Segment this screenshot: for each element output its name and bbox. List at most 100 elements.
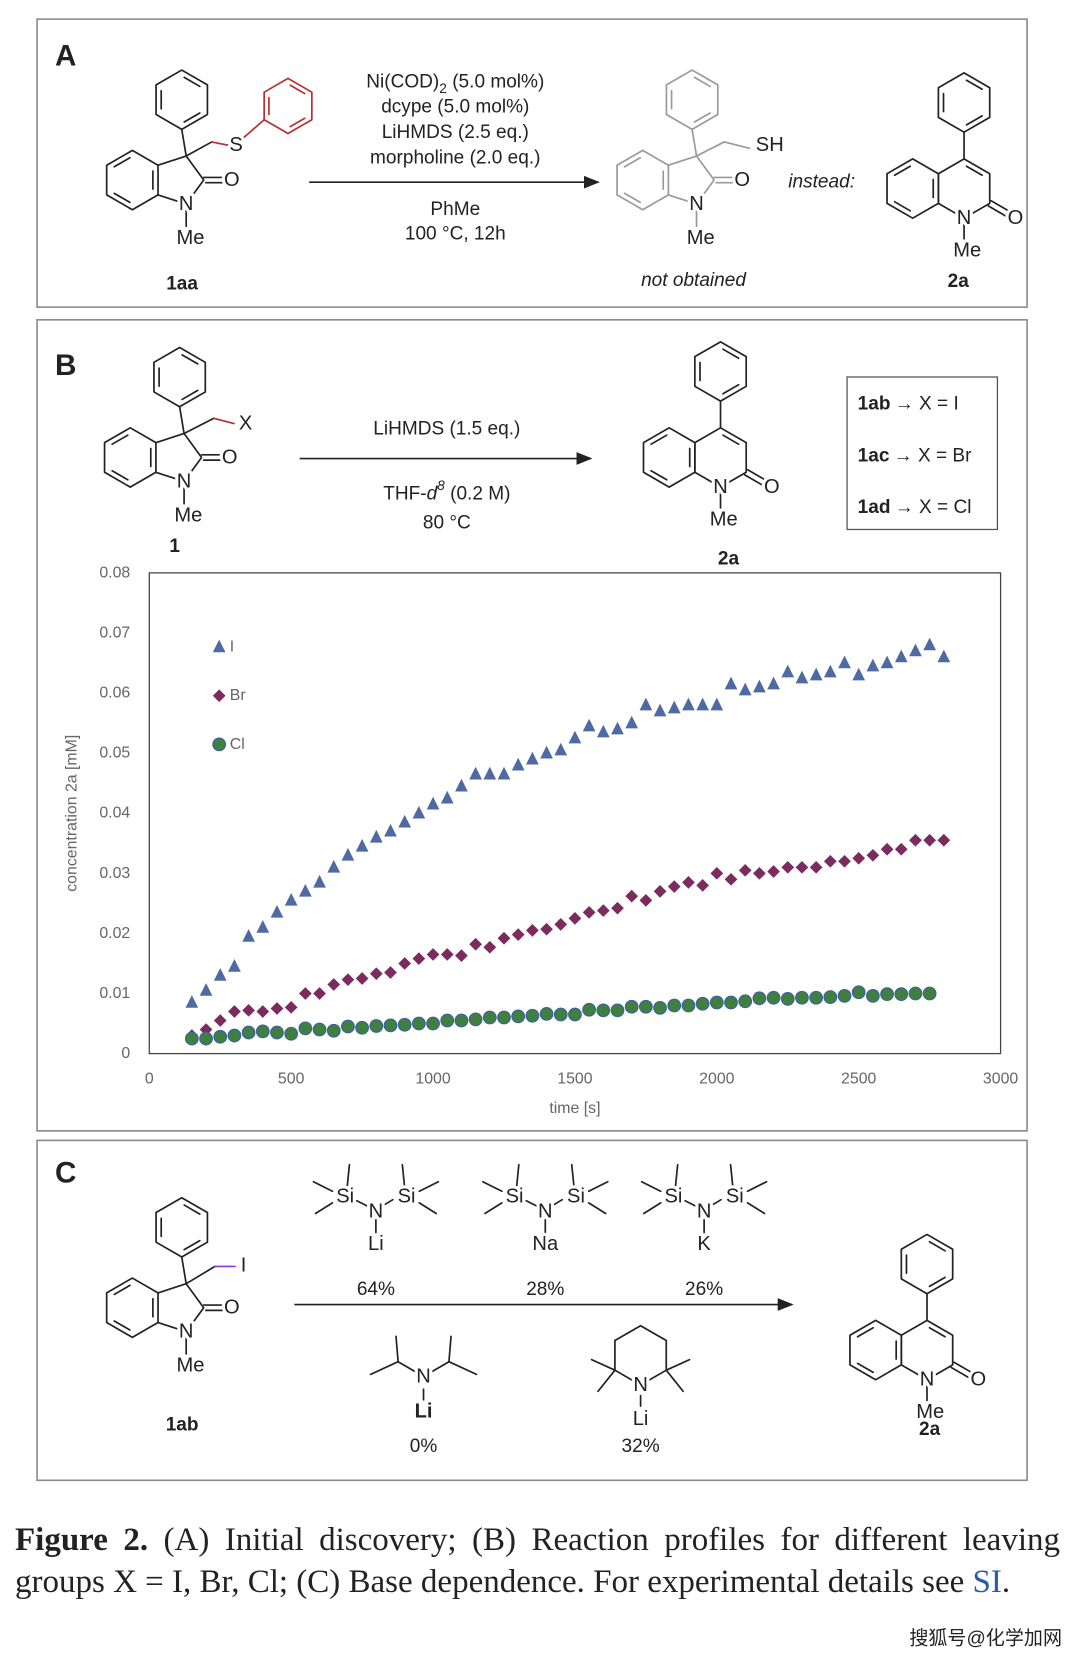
data-point xyxy=(440,790,454,804)
data-point xyxy=(923,833,936,847)
data-point xyxy=(696,697,709,711)
bond xyxy=(965,114,983,126)
data-point xyxy=(809,860,823,874)
condition: morpholine (2.0 eq.) xyxy=(370,147,540,168)
bond xyxy=(314,1202,334,1215)
x-tick-label: 0 xyxy=(145,1071,154,1088)
panel-frame xyxy=(36,18,1028,308)
data-point xyxy=(625,715,639,729)
bond xyxy=(665,1369,685,1393)
data-point xyxy=(326,1023,341,1038)
atom-label: O xyxy=(971,1369,987,1391)
x-axis-label: time [s] xyxy=(549,1100,600,1117)
data-point xyxy=(681,998,696,1013)
x-tick-label: 500 xyxy=(278,1071,305,1088)
ring xyxy=(849,1319,903,1381)
label-part: → X = Cl xyxy=(895,497,972,518)
label-part: 1ad xyxy=(858,497,891,518)
atom-label: N xyxy=(697,1200,712,1222)
data-point xyxy=(426,1016,440,1031)
data-point xyxy=(866,848,880,862)
atom-label: N xyxy=(920,1369,935,1391)
bond xyxy=(155,432,203,483)
bond xyxy=(928,1326,946,1338)
atom-label: Me xyxy=(687,227,715,249)
bond xyxy=(183,417,215,435)
data-point xyxy=(440,948,454,961)
bond xyxy=(965,165,983,177)
data-point xyxy=(313,874,326,888)
label: 1ac → X = Br xyxy=(858,445,972,466)
bond xyxy=(395,1335,399,1363)
bond xyxy=(157,155,205,205)
data-point xyxy=(213,1014,227,1027)
ring xyxy=(900,1233,954,1295)
atom-label: K xyxy=(697,1233,711,1255)
data-point xyxy=(752,991,767,1006)
atom-label: O xyxy=(224,1297,240,1319)
atom-label: O xyxy=(734,169,750,191)
data-point xyxy=(667,998,682,1013)
bond xyxy=(743,473,764,487)
data-point xyxy=(483,766,497,780)
key-box xyxy=(846,376,999,531)
bond xyxy=(113,1320,131,1331)
bond xyxy=(185,1265,216,1285)
data-point xyxy=(611,901,624,915)
atom-label: Me xyxy=(710,509,738,531)
x-tick-label: 1000 xyxy=(415,1071,450,1088)
atom-label: Na xyxy=(532,1233,559,1255)
bond xyxy=(448,1335,452,1363)
data-point xyxy=(553,1007,568,1022)
bond xyxy=(623,156,642,168)
label-part: d xyxy=(427,483,439,504)
data-point xyxy=(440,1013,455,1028)
data-point xyxy=(398,957,412,970)
data-point xyxy=(724,995,738,1010)
panel-frame xyxy=(36,1139,1028,1482)
data-point xyxy=(284,1026,299,1041)
caption-link[interactable]: SI xyxy=(972,1564,1002,1600)
data-point xyxy=(880,655,894,669)
data-point xyxy=(667,700,681,714)
data-point xyxy=(228,1005,241,1018)
data-point xyxy=(795,990,809,1005)
data-point xyxy=(795,670,809,684)
data-point xyxy=(526,751,539,765)
data-point xyxy=(468,1012,483,1027)
atom-label: Li xyxy=(415,1400,433,1422)
data-point xyxy=(284,892,298,906)
condition: dcype (5.0 mol%) xyxy=(381,97,529,118)
panel-frame xyxy=(36,319,1028,1132)
yield: 26% xyxy=(685,1279,723,1300)
atom-label: N xyxy=(689,193,704,215)
data-point xyxy=(482,1010,497,1025)
x-tick-label: 1500 xyxy=(557,1071,592,1088)
data-point xyxy=(596,724,610,738)
watermark: 搜狐号@化学加网 xyxy=(909,1628,1062,1650)
atom-label: Si xyxy=(506,1186,524,1208)
legend-label: Cl xyxy=(230,736,245,753)
atom-label: SH xyxy=(756,134,784,156)
atom-label: N xyxy=(177,470,192,492)
data-point xyxy=(753,679,766,693)
bond xyxy=(950,1366,971,1379)
data-point xyxy=(894,987,909,1001)
y-tick-label: 0.03 xyxy=(99,865,130,882)
bond xyxy=(684,1199,699,1208)
bond xyxy=(183,112,201,123)
atom-label: Li xyxy=(633,1408,649,1430)
bond xyxy=(623,192,642,204)
yield: 32% xyxy=(622,1436,660,1457)
bond xyxy=(965,79,983,91)
data-point xyxy=(639,999,653,1014)
data-point xyxy=(838,655,851,669)
ring xyxy=(105,1277,159,1339)
bond xyxy=(693,76,712,88)
caption-text: (A) Initial discovery; (B) Reaction prof… xyxy=(15,1522,1060,1600)
data-point xyxy=(426,948,440,961)
bond xyxy=(484,1202,503,1215)
data-point xyxy=(582,906,596,919)
bond xyxy=(722,383,740,395)
bond xyxy=(185,141,213,157)
